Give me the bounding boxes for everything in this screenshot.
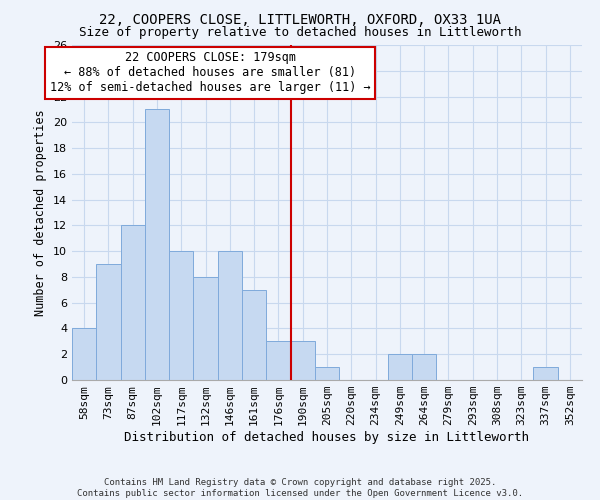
Text: Contains HM Land Registry data © Crown copyright and database right 2025.
Contai: Contains HM Land Registry data © Crown c… [77, 478, 523, 498]
Bar [96, 264, 121, 380]
Bar [242, 290, 266, 380]
Bar [290, 342, 315, 380]
Y-axis label: Number of detached properties: Number of detached properties [34, 109, 47, 316]
Bar [121, 226, 145, 380]
Bar [533, 367, 558, 380]
Bar [315, 367, 339, 380]
Text: Size of property relative to detached houses in Littleworth: Size of property relative to detached ho… [79, 26, 521, 39]
Bar [193, 277, 218, 380]
Bar [169, 251, 193, 380]
Bar [72, 328, 96, 380]
Bar [218, 251, 242, 380]
Bar [145, 110, 169, 380]
Bar [412, 354, 436, 380]
X-axis label: Distribution of detached houses by size in Littleworth: Distribution of detached houses by size … [125, 431, 530, 444]
Text: 22 COOPERS CLOSE: 179sqm
← 88% of detached houses are smaller (81)
12% of semi-d: 22 COOPERS CLOSE: 179sqm ← 88% of detach… [50, 52, 371, 94]
Text: 22, COOPERS CLOSE, LITTLEWORTH, OXFORD, OX33 1UA: 22, COOPERS CLOSE, LITTLEWORTH, OXFORD, … [99, 12, 501, 26]
Bar [266, 342, 290, 380]
Bar [388, 354, 412, 380]
